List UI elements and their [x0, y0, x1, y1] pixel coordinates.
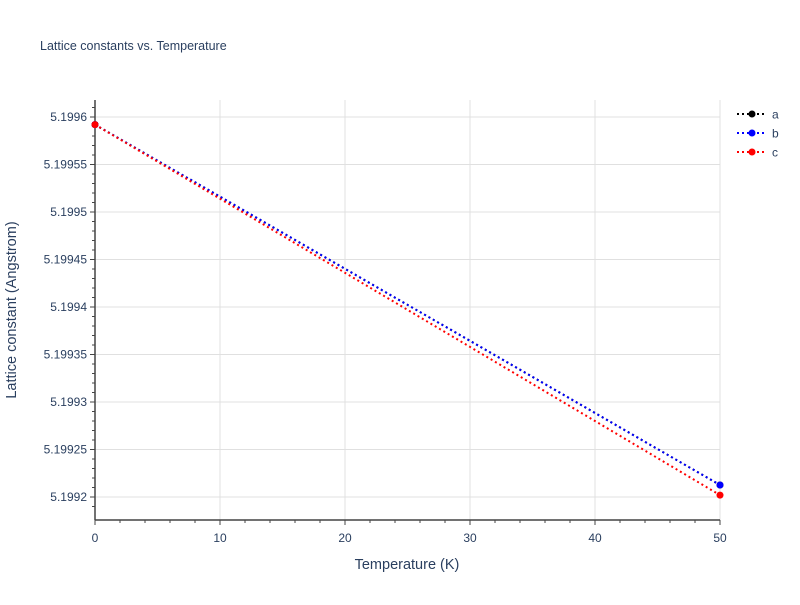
y-axis-label: Lattice constant (Angstrom) [4, 221, 20, 398]
legend-label-b: b [772, 127, 779, 141]
chart-title: Lattice constants vs. Temperature [40, 39, 227, 53]
series-marker-b [716, 481, 724, 489]
legend-marker-c [748, 148, 756, 156]
x-axis-label: Temperature (K) [355, 557, 460, 573]
x-tick-label: 50 [713, 531, 727, 545]
x-tick-label: 30 [463, 531, 477, 545]
y-tick-label: 5.19955 [44, 158, 88, 172]
series-marker-c [91, 121, 99, 129]
x-tick-label: 20 [338, 531, 352, 545]
y-tick-label: 5.1994 [50, 300, 87, 314]
y-tick-label: 5.1992 [50, 490, 87, 504]
legend-marker-b [748, 129, 756, 137]
y-tick-label: 5.19935 [44, 348, 88, 362]
y-tick-label: 5.1995 [50, 205, 87, 219]
y-tick-label: 5.19945 [44, 253, 88, 267]
x-tick-label: 10 [213, 531, 227, 545]
x-tick-label: 0 [92, 531, 99, 545]
series-line-c [94, 123, 721, 496]
x-tick-label: 40 [588, 531, 602, 545]
legend-label-c: c [772, 146, 778, 160]
legend-marker-a [748, 110, 756, 118]
legend-label-a: a [772, 108, 779, 122]
y-tick-label: 5.1993 [50, 395, 87, 409]
series-line-b [94, 123, 721, 486]
series-marker-c [716, 491, 724, 499]
y-tick-label: 5.19925 [44, 443, 88, 457]
y-tick-label: 5.1996 [50, 110, 87, 124]
